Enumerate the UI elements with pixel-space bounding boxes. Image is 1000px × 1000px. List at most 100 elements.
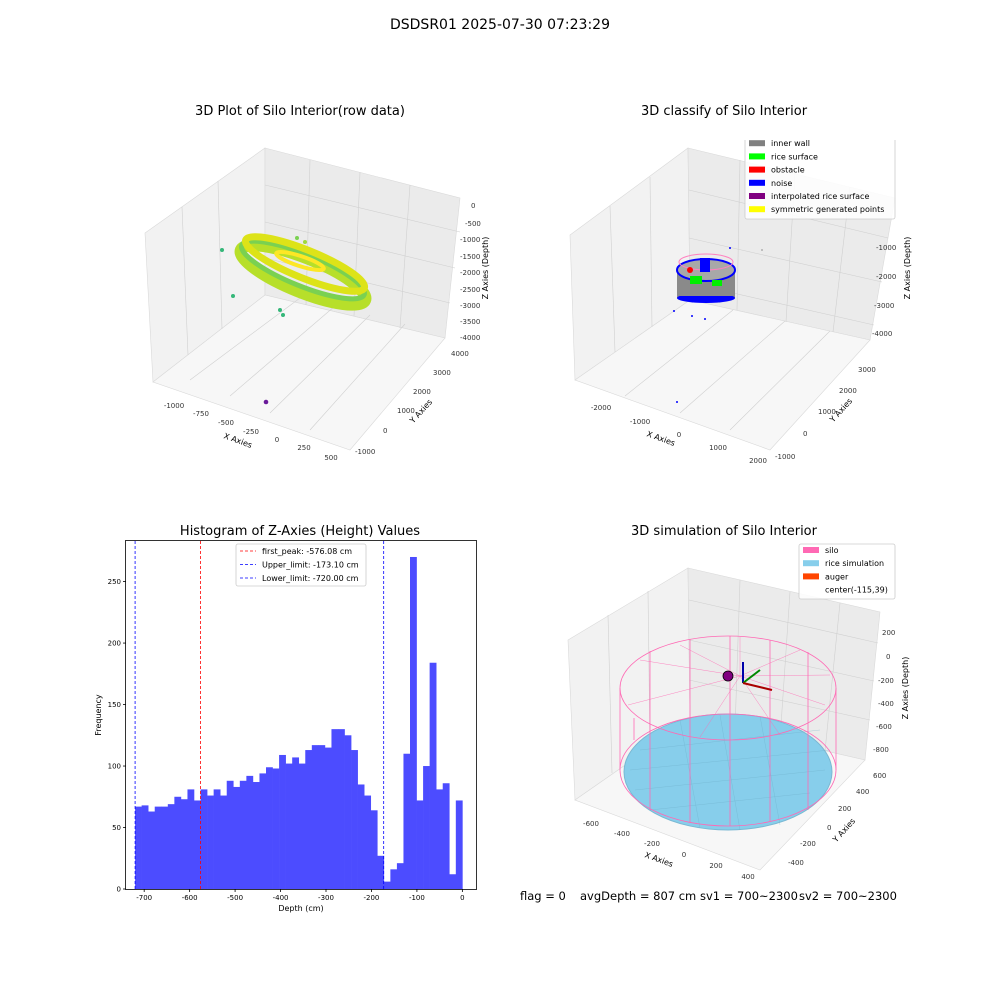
histogram-bar xyxy=(154,806,162,889)
x-tick-label: -500 xyxy=(227,894,243,902)
histogram-bar xyxy=(213,789,221,889)
histogram-bar xyxy=(357,784,365,889)
x-tick-label: 200 xyxy=(709,862,722,870)
histogram-bar xyxy=(331,729,339,889)
figure-title: DSDSR01 2025-07-30 07:23:29 xyxy=(389,17,610,33)
legend-swatch xyxy=(803,547,819,553)
y-axis-label: Y Axies xyxy=(830,817,857,845)
z-tick-label: 0 xyxy=(886,653,890,661)
z-tick-label: -2500 xyxy=(460,286,480,294)
histogram-bar xyxy=(370,810,378,889)
histogram-bar xyxy=(161,806,169,889)
y-tick-label: 2000 xyxy=(413,388,431,396)
histogram-bar xyxy=(423,766,430,889)
y-tick-label: -1000 xyxy=(775,453,795,461)
y-tick-label: 2000 xyxy=(839,387,857,395)
simulation-plot-title: 3D simulation of Silo Interior xyxy=(631,524,817,539)
histogram-bar xyxy=(410,556,417,889)
histogram-bar xyxy=(311,745,319,889)
legend-swatch xyxy=(749,153,765,160)
histogram-bar xyxy=(305,750,313,889)
z-tick-label: -1000 xyxy=(460,236,480,244)
x-tick-label: -200 xyxy=(644,840,660,848)
x-tick-label: -200 xyxy=(364,894,380,902)
sv2-text: sv2 = 700~2300 xyxy=(799,889,897,903)
y-tick-label: 200 xyxy=(838,805,851,813)
x-tick-label: -1000 xyxy=(630,418,650,426)
x-tick-label: -700 xyxy=(136,894,152,902)
histogram-bar xyxy=(266,767,273,889)
flag-text: flag = 0 xyxy=(520,889,566,903)
x-tick-label: 0 xyxy=(275,436,279,444)
y-tick-label: 400 xyxy=(856,788,869,796)
y-tick-label: 1000 xyxy=(818,408,836,416)
z-tick-label: -600 xyxy=(876,723,892,731)
legend-item-label: symmetric generated points xyxy=(771,205,884,214)
histogram-bar xyxy=(344,735,352,889)
y-tick-label: 0 xyxy=(803,430,807,438)
histogram-bar xyxy=(318,745,326,889)
x-tick-label: -100 xyxy=(409,894,425,902)
x-tick-label: -300 xyxy=(318,894,334,902)
legend-swatch xyxy=(749,179,765,186)
y-tick-label: 3000 xyxy=(858,366,876,374)
avg-depth-text: avgDepth = 807 cm xyxy=(580,889,697,903)
y-tick-label: -1000 xyxy=(355,448,375,456)
z-tick-label: -4000 xyxy=(872,330,892,338)
z-tick-label: 0 xyxy=(471,202,475,210)
histogram-frame xyxy=(125,540,477,890)
y-tick-label: 3000 xyxy=(433,369,451,377)
y-tick-label: 100 xyxy=(108,763,121,771)
raw-3d-plot: -1000 -750 -500 -250 0 250 500 -1000 0 1… xyxy=(144,147,490,462)
histogram-bar xyxy=(338,729,345,889)
x-axis-label: X Axies xyxy=(643,850,674,869)
y-tick-label: 200 xyxy=(108,640,121,648)
histogram-bar xyxy=(403,753,411,889)
histogram-bar xyxy=(383,881,391,889)
histogram-bar xyxy=(174,796,182,889)
y-tick-label: 0 xyxy=(827,824,831,832)
histogram-bar xyxy=(436,789,444,889)
z-tick-label: -800 xyxy=(873,746,889,754)
y-tick-label: 600 xyxy=(873,772,886,780)
z-tick-label: -1000 xyxy=(876,244,896,252)
y-tick-label: 0 xyxy=(383,427,387,435)
classify-3d-plot: -2000 -1000 0 1000 2000 -1000 0 1000 200… xyxy=(569,140,912,465)
y-tick-label: 4000 xyxy=(451,350,469,358)
sv1-text: sv1 = 700~2300 xyxy=(700,889,798,903)
histogram-bar xyxy=(141,805,149,889)
legend-item-label: center(-115,39) xyxy=(825,586,888,595)
legend-item-label: first_peak: -576.08 cm xyxy=(262,547,352,556)
x-tick-label: -600 xyxy=(182,894,198,902)
histogram-bar xyxy=(148,811,156,889)
histogram-title: Histogram of Z-Axies (Height) Values xyxy=(179,524,421,539)
y-tick-label: 50 xyxy=(112,824,121,832)
histogram-legend: first_peak: -576.08 cm Upper_limit: -173.… xyxy=(235,543,367,587)
x-tick-label: 250 xyxy=(297,444,310,452)
histogram-bar xyxy=(207,795,214,889)
x-tick-label: -500 xyxy=(218,419,234,427)
histogram-bar xyxy=(377,855,385,889)
histogram-reference-lines xyxy=(134,541,385,889)
simulation-3d-plot: -600 -400 -200 0 200 400 -400 -200 0 200… xyxy=(567,543,910,880)
x-tick-label: -400 xyxy=(273,894,289,902)
y-tick-label: 0 xyxy=(117,886,121,894)
x-axis-label: Depth (cm) xyxy=(278,904,323,913)
z-tick-label: -4000 xyxy=(460,334,480,342)
histogram-bar xyxy=(324,747,332,889)
x-tick-label: -250 xyxy=(243,428,259,436)
histogram-bar xyxy=(455,800,463,889)
z-axis-label: Z Axies (Depth) xyxy=(901,657,910,720)
histogram-bar xyxy=(390,869,398,889)
x-axis-label: X Axies xyxy=(645,429,676,448)
x-tick-label: 1000 xyxy=(709,444,727,452)
z-axis-label: Z Axies (Depth) xyxy=(903,237,912,300)
y-tick-label: 1000 xyxy=(397,407,415,415)
z-tick-label: -1500 xyxy=(460,253,480,261)
histogram-bar xyxy=(246,775,254,889)
histogram-bar xyxy=(180,799,188,889)
simulation-legend: silo rice simulation auger center(-115,39) xyxy=(798,543,896,600)
legend-item-label: auger xyxy=(825,572,849,581)
x-tick-label: 2000 xyxy=(749,457,767,465)
